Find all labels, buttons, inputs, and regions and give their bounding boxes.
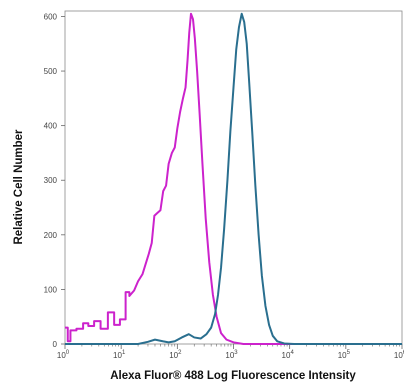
x-tick-label: 100 (57, 350, 70, 360)
x-tick-label: 101 (113, 350, 126, 360)
y-tick-label: 200 (44, 231, 58, 240)
x-tick-label: 105 (338, 350, 351, 360)
series-line-1 (65, 12, 402, 345)
x-tick-label: 104 (282, 350, 295, 360)
x-tick-label: 106 (394, 350, 404, 360)
y-tick-label: 500 (44, 67, 58, 76)
y-tick-label: 600 (44, 12, 58, 21)
x-axis-ticks: 100 101 102 103 104 105 106 (57, 344, 404, 360)
y-tick-label: 0 (53, 340, 58, 349)
y-tick-label: 400 (44, 122, 58, 131)
x-axis-title: Alexa Fluor® 488 Log Fluorescence Intens… (110, 370, 356, 382)
x-tick-label: 103 (225, 350, 238, 360)
y-axis-ticks: 0 100 200 300 400 500 600 (44, 12, 65, 349)
y-axis-title: Relative Cell Number (13, 129, 25, 245)
y-tick-label: 100 (44, 285, 58, 294)
y-tick-label: 300 (44, 176, 58, 185)
plot-frame (64, 10, 403, 345)
series-line-2 (65, 12, 402, 345)
x-tick-label: 102 (169, 350, 182, 360)
series-layer (65, 12, 402, 345)
